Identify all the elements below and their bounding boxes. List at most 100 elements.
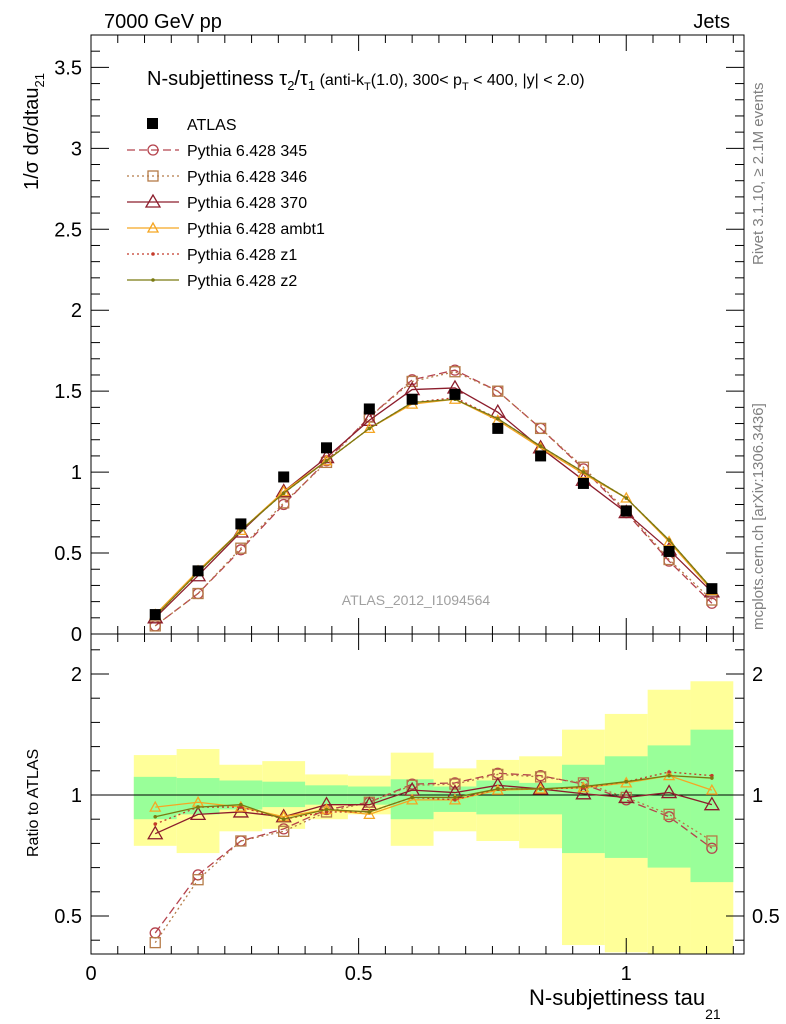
ratio-tick-label: 1 (71, 785, 82, 807)
ratio-series-lines (147, 767, 721, 949)
legend-marker (147, 170, 159, 182)
series-marker-5 (367, 426, 372, 431)
data-point (192, 565, 204, 577)
series-marker-5 (495, 416, 500, 421)
series-line-5 (154, 398, 713, 617)
ratio-marker-2 (147, 825, 164, 840)
series-marker-5 (281, 491, 286, 495)
band-green-3 (262, 781, 306, 808)
ratio-marker-2 (189, 806, 207, 821)
ratio-line-1 (154, 773, 713, 943)
legend-label: Pythia 6.428 346 (187, 169, 307, 186)
series-marker-2 (361, 412, 378, 426)
ratio-marker-5 (710, 776, 714, 780)
y-tick-label: 2.5 (54, 219, 82, 241)
ratio-marker-5 (495, 787, 500, 791)
ratio-line-4 (154, 771, 712, 825)
ratio-marker-5 (624, 779, 629, 784)
legend-label: Pythia 6.428 z2 (187, 273, 297, 290)
ratio-tick-label-right: 2 (752, 664, 763, 686)
ratio-tick-label-right: 0.5 (752, 906, 780, 928)
legend-marker (151, 252, 155, 256)
band-green-11 (604, 756, 648, 858)
series-marker-1 (492, 385, 504, 397)
ratio-marker-5 (324, 807, 329, 812)
band-green-5 (347, 786, 391, 805)
y-tick-label: 3 (71, 138, 82, 160)
data-point (620, 505, 632, 517)
legend-marker (147, 144, 159, 156)
series-marker-5 (624, 496, 629, 500)
series-marker-1 (192, 587, 204, 600)
y-tick-label: 0.5 (54, 543, 82, 565)
data-point (663, 545, 675, 557)
legend-marker (144, 193, 162, 208)
y-tick-label: 3.5 (54, 57, 82, 79)
ratio-marker-2 (575, 785, 592, 800)
analysis-label: ATLAS_2012_I1094564 (342, 592, 491, 608)
ratio-line-5 (155, 774, 712, 820)
x-axis-title: N-subjettiness tau21 (529, 985, 721, 1022)
series-marker-1 (149, 620, 161, 632)
ratio-marker-2 (703, 796, 721, 811)
mcplots-label: mcplots.cern.ch [arXiv:1306.3436] (750, 403, 767, 630)
series-marker-3 (320, 454, 333, 466)
ratio-marker-5 (153, 814, 158, 819)
series-line-1 (154, 371, 713, 627)
ratio-marker-4 (153, 822, 158, 826)
series-marker-3 (620, 491, 633, 503)
legend: ATLAS Pythia 6.428 345 Pythia 6.428 346 Pyt… (127, 117, 325, 290)
band-green-13 (690, 729, 734, 883)
ratio-marker-1 (449, 778, 461, 790)
legend-marker-atlas (147, 118, 158, 129)
x-tick-label: 0 (85, 963, 96, 985)
data-point (406, 393, 418, 405)
ratio-marker-4 (667, 770, 671, 774)
legend-label: Pythia 6.428 ambt1 (187, 221, 325, 238)
x-tick-label: 0.5 (345, 963, 373, 985)
series-marker-3 (234, 524, 247, 536)
category-label: Jets (693, 11, 730, 33)
ratio-marker-1 (663, 808, 675, 821)
series-line-0 (154, 369, 713, 627)
ratio-marker-3 (363, 808, 376, 820)
series-marker-1 (278, 497, 290, 509)
ratio-marker-1 (149, 936, 161, 949)
y-tick-label: 1 (71, 462, 82, 484)
ratio-marker-2 (532, 780, 549, 795)
ratio-marker-0 (706, 842, 718, 854)
ratio-plot-frame (90, 633, 745, 955)
plot-title: N-subjettiness τ2/τ1 (anti-kT(1.0), 300<… (147, 68, 585, 93)
ratio-marker-5 (196, 805, 200, 809)
y-tick-label: 2 (71, 300, 82, 322)
data-point (149, 609, 161, 621)
ratio-marker-2 (618, 789, 635, 804)
energy-label: 7000 GeV pp (104, 11, 222, 33)
series-marker-1 (449, 366, 461, 378)
legend-label: Pythia 6.428 345 (187, 143, 307, 160)
ratio-uncertainty-bands (133, 681, 734, 954)
band-green-12 (647, 745, 691, 868)
series-marker-1 (406, 375, 418, 388)
ratio-marker-1 (192, 874, 204, 886)
ratio-tick-label-right: 1 (752, 785, 763, 807)
data-point (706, 583, 718, 595)
ratio-line-2 (154, 784, 713, 835)
series-marker-1 (534, 422, 547, 435)
band-green-0 (133, 776, 177, 820)
legend-label: Pythia 6.428 z1 (187, 247, 297, 264)
series-marker-3 (662, 535, 676, 547)
series-marker-1 (706, 594, 718, 606)
series-line-2 (154, 387, 713, 619)
ratio-marker-3 (406, 793, 419, 805)
ratio-marker-5 (667, 773, 671, 778)
ratio-marker-1 (706, 835, 718, 847)
x-tick-label: 1 (621, 963, 632, 985)
legend-label: ATLAS (187, 117, 237, 134)
legend-marker (151, 278, 155, 282)
ratio-marker-5 (581, 784, 586, 789)
series-marker-1 (235, 542, 247, 554)
series-marker-5 (324, 458, 329, 463)
axis-tick-labels: 0 0.5 1 0 0.5 1 1.5 2 2.5 3 3.5 0.5 0.5 1 1 2 2 (54, 57, 780, 985)
